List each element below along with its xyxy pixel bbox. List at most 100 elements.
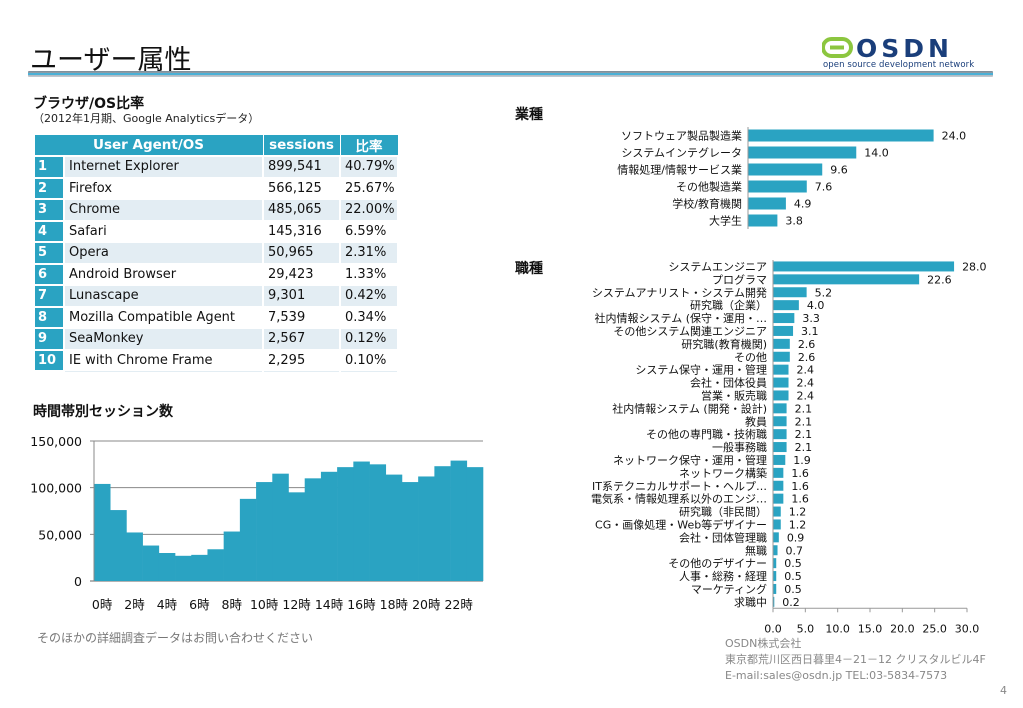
company-info: OSDN株式会社 東京都荒川区西日暮里4－21－12 クリスタルビル4F E-m… — [725, 636, 986, 684]
occupation-chart: システムエンジニア 28.0 プログラマ 22.6 システムアナリスト・システム開発 5.… — [591, 260, 987, 634]
agent-name: Internet Explorer — [63, 155, 264, 179]
category-label: 大学生 — [709, 214, 742, 228]
agent-name: Chrome — [63, 198, 264, 222]
agent-name: Mozilla Compatible Agent — [63, 305, 264, 329]
data-label: 2.4 — [797, 364, 815, 377]
category-label: その他 — [734, 351, 767, 364]
y-tick-label: 50,000 — [38, 527, 82, 542]
category-label: 社内情報システム (保守・運用・… — [595, 311, 767, 325]
bar — [223, 531, 241, 581]
row-number: 10 — [33, 348, 65, 372]
data-label: 14.0 — [864, 147, 889, 160]
bar — [773, 571, 777, 582]
agent-name: Lunascape — [63, 284, 264, 308]
table-row: 6 Android Browser 29,423 1.33% — [33, 262, 399, 286]
bar — [773, 429, 787, 440]
bar — [773, 493, 784, 504]
category-label: 情報処理/情報サービス業 — [617, 164, 742, 177]
category-label: ソフトウェア製品製造業 — [621, 129, 742, 143]
category-label: 学校/教育機関 — [672, 197, 742, 211]
category-label: IT系テクニカルサポート・ヘルプ… — [592, 480, 767, 493]
data-label: 0.5 — [784, 583, 802, 596]
data-label: 4.0 — [807, 299, 825, 312]
bar — [434, 466, 451, 581]
ratio-value: 6.59% — [339, 219, 399, 243]
data-label: 24.0 — [942, 130, 967, 143]
data-label: 9.6 — [830, 164, 848, 177]
row-number: 6 — [33, 262, 65, 286]
bar — [773, 519, 781, 530]
company-contact: E-mail:sales@osdn.jp TEL:03-5834-7573 — [725, 669, 948, 682]
category-label: 会社・団体管理職 — [679, 530, 767, 544]
hourly-section-title: 時間帯別セッション数 — [33, 404, 173, 420]
bar — [748, 163, 823, 176]
x-tick-label: 18時 — [380, 597, 409, 612]
row-number: 1 — [33, 155, 65, 179]
row-number: 4 — [33, 219, 65, 243]
data-label: 0.5 — [784, 557, 802, 570]
osdn-logo-wordmark: OSDN — [856, 36, 953, 63]
data-label: 1.6 — [791, 467, 809, 480]
category-label: 求職中 — [734, 596, 767, 609]
category-label: 電気系・情報処理系以外のエンジ… — [591, 492, 767, 506]
sessions-value: 145,316 — [262, 219, 341, 243]
bar — [773, 532, 779, 543]
x-tick-label: 8時 — [222, 597, 243, 612]
x-tick-label: 5.0 — [797, 622, 815, 634]
data-label: 0.2 — [782, 596, 800, 609]
bar — [773, 274, 920, 285]
bar — [773, 506, 781, 517]
bar — [748, 129, 934, 142]
data-label: 3.8 — [785, 215, 803, 228]
hourly-sessions-chart: 0 50,000 100,000 150,000 0時 2時 4時 6時 8時 10時 12時 14時… — [30, 434, 484, 612]
table-row: 4 Safari 145,316 6.59% — [33, 219, 399, 243]
category-label: 研究職（企業） — [690, 298, 767, 312]
bar — [158, 553, 176, 581]
data-label: 1.6 — [791, 493, 809, 506]
category-label: 一般事務職 — [712, 440, 767, 454]
category-label: システムエンジニア — [668, 260, 767, 273]
ratio-value: 25.67% — [339, 176, 399, 200]
bar — [773, 364, 789, 375]
sessions-value: 50,965 — [262, 241, 341, 265]
occupation-section-title: 職種 — [515, 261, 543, 277]
company-name: OSDN株式会社 — [725, 637, 802, 650]
data-label: 7.6 — [815, 181, 833, 194]
data-label: 0.9 — [787, 531, 805, 544]
industry-chart: ソフトウェア製品製造業 24.0 システムインテグレータ 14.0 情報処理/情報サービ… — [617, 127, 967, 229]
bar — [773, 313, 795, 324]
table-row: 8 Mozilla Compatible Agent 7,539 0.34% — [33, 305, 399, 329]
data-label: 0.5 — [784, 570, 802, 583]
table-row: 1 Internet Explorer 899,541 40.79% — [33, 155, 399, 179]
bar — [773, 467, 784, 478]
data-label: 1.6 — [791, 480, 809, 493]
data-label: 2.1 — [795, 402, 813, 415]
bar — [773, 403, 787, 414]
bar — [418, 476, 435, 581]
ratio-value: 0.12% — [339, 327, 399, 351]
category-label: 人事・総務・経理 — [679, 569, 767, 583]
category-label: その他製造業 — [676, 180, 742, 194]
data-label: 2.6 — [798, 351, 816, 364]
footer-note: そのほかの詳細調査データはお問い合わせください — [37, 631, 314, 645]
row-number: 5 — [33, 241, 65, 265]
bar — [773, 545, 778, 556]
category-label: その他のデザイナー — [668, 556, 767, 570]
table-row: 2 Firefox 566,125 25.67% — [33, 176, 399, 200]
bar — [191, 554, 208, 581]
bar — [748, 197, 786, 210]
row-number: 2 — [33, 176, 65, 200]
bar — [773, 442, 787, 453]
y-tick-label: 150,000 — [30, 434, 82, 449]
data-label: 5.2 — [815, 286, 833, 299]
x-tick-label: 4時 — [157, 597, 178, 612]
category-label: 教員 — [745, 415, 767, 428]
row-number: 8 — [33, 305, 65, 329]
bar — [175, 555, 192, 581]
bar — [773, 351, 790, 362]
row-number: 7 — [33, 284, 65, 308]
table-row: 5 Opera 50,965 2.31% — [33, 241, 399, 265]
x-tick-label: 2時 — [124, 597, 145, 612]
bar — [369, 464, 387, 581]
browser-table-header: User Agent/OS sessions 比率 — [33, 134, 399, 157]
